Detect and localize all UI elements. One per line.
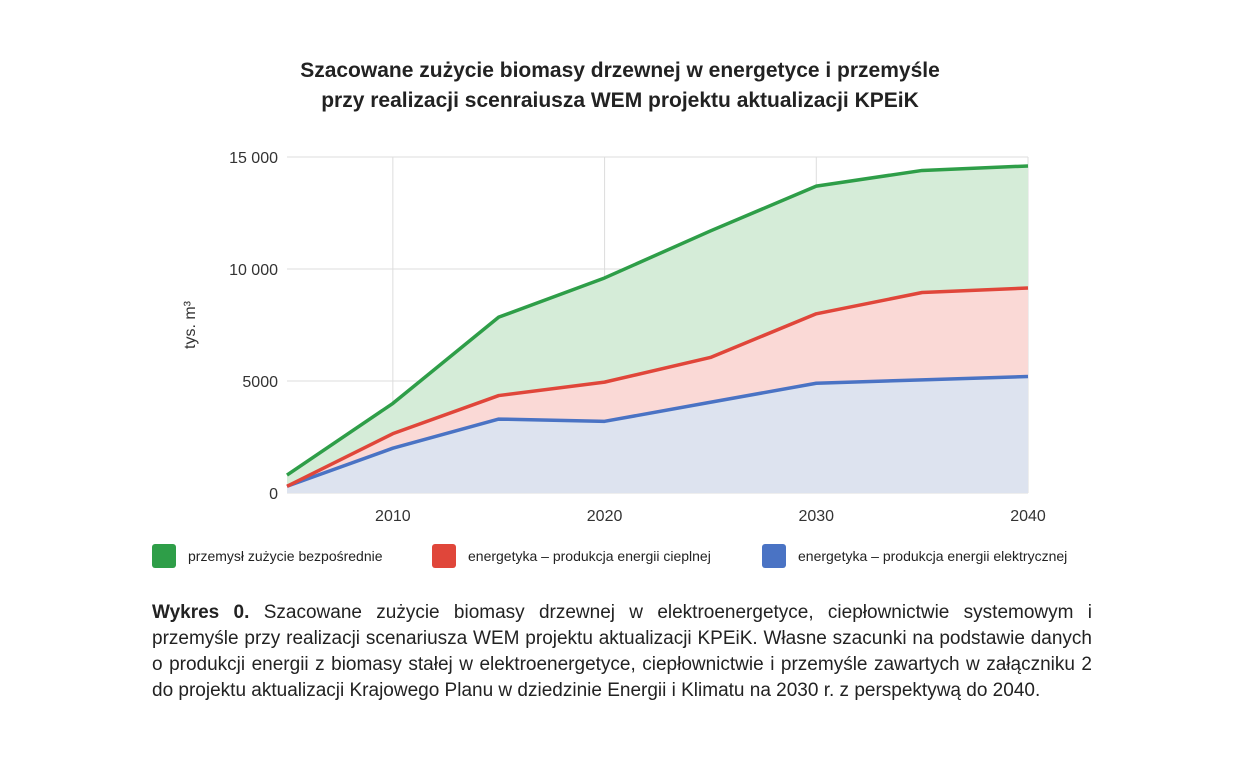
chart-title-line1: Szacowane zużycie biomasy drzewnej w ene… (300, 59, 940, 82)
legend-swatch-red (432, 544, 456, 568)
legend-label-elektrycznej: energetyka – produkcja energii elektrycz… (798, 548, 1068, 564)
series-line-blue (286, 374, 1029, 488)
caption-label: Wykres 0. (152, 602, 250, 623)
y-axis-label: tys. m³ (182, 300, 199, 349)
legend-item-elektrycznej: energetyka – produkcja energii elektrycz… (762, 544, 1067, 568)
legend-item-cieplnej: energetyka – produkcja energii cieplnej (432, 544, 711, 568)
area-chart: 0 5000 10 000 15 000 2010 2020 2030 2040 tys. m³ (182, 150, 1046, 525)
y-tick-label-0: 0 (269, 486, 278, 503)
series-line-green (286, 164, 1029, 477)
chart-title: Szacowane zużycie biomasy drzewnej w ene… (0, 56, 1240, 116)
area-fill-red (287, 288, 1028, 487)
area-fill-green (287, 165, 1028, 487)
y-tick-label-3: 15 000 (229, 150, 278, 167)
caption-text: Szacowane zużycie biomasy drzewnej w ele… (152, 602, 1092, 701)
series-line-red (286, 286, 1029, 488)
x-tick-label-3: 2040 (1010, 508, 1046, 525)
legend-label-przemysl: przemysł zużycie bezpośrednie (188, 548, 383, 564)
legend-swatch-green (152, 544, 176, 568)
y-tick-label-1: 5000 (242, 374, 278, 391)
figure-caption: Wykres 0. Szacowane zużycie biomasy drze… (152, 600, 1092, 704)
x-tick-label-2: 2030 (798, 508, 834, 525)
y-tick-label-2: 10 000 (229, 262, 278, 279)
chart-title-line2: przy realizacji scenraiusza WEM projektu… (321, 89, 919, 112)
legend-item-przemysl: przemysł zużycie bezpośrednie (152, 544, 383, 568)
legend-label-cieplnej: energetyka – produkcja energii cieplnej (468, 548, 711, 564)
legend-swatch-blue (762, 544, 786, 568)
chart-legend: przemysł zużycie bezpośrednie energetyka… (152, 544, 1112, 572)
x-tick-label-1: 2020 (587, 508, 623, 525)
area-fill-blue (287, 376, 1028, 493)
x-tick-label-0: 2010 (375, 508, 411, 525)
